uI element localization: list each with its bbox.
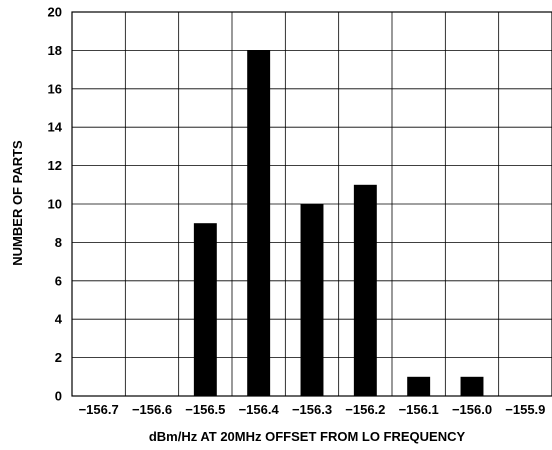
y-tick-label: 4 xyxy=(55,312,63,327)
y-tick-labels: 0 2 4 6 8 10 12 14 16 18 20 xyxy=(48,5,63,404)
bar xyxy=(353,184,377,396)
bar xyxy=(407,376,431,396)
x-tick-label: −156.4 xyxy=(239,402,280,417)
x-axis-title: dBm/Hz AT 20MHz OFFSET FROM LO FREQUENCY xyxy=(149,429,466,444)
x-tick-label: −156.3 xyxy=(292,402,332,417)
y-tick-label: 18 xyxy=(48,43,62,58)
y-axis-title: NUMBER OF PARTS xyxy=(10,140,25,266)
y-tick-label: 14 xyxy=(48,120,63,135)
y-tick-label: 2 xyxy=(55,350,62,365)
y-tick-label: 8 xyxy=(55,235,62,250)
y-tick-label: 20 xyxy=(48,5,62,20)
x-tick-label: −155.9 xyxy=(505,402,545,417)
bars xyxy=(193,50,484,397)
y-tick-label: 16 xyxy=(48,81,62,96)
x-tick-label: −156.1 xyxy=(399,402,439,417)
y-tick-label: 12 xyxy=(48,158,62,173)
x-tick-label: −156.0 xyxy=(452,402,492,417)
bar xyxy=(247,50,271,397)
x-tick-label: −156.6 xyxy=(132,402,172,417)
x-tick-label: −156.5 xyxy=(185,402,225,417)
plot-frame xyxy=(71,11,552,397)
bar xyxy=(193,223,217,396)
y-tick-label: 0 xyxy=(55,389,62,404)
bar xyxy=(460,376,484,396)
y-tick-label: 10 xyxy=(48,197,62,212)
x-tick-labels: −156.7 −156.6 −156.5 −156.4 −156.3 −156.2 −156… xyxy=(79,402,546,417)
x-tick-label: −156.2 xyxy=(345,402,385,417)
bar xyxy=(300,204,324,396)
y-tick-label: 6 xyxy=(55,273,62,288)
x-tick-label: −156.7 xyxy=(79,402,119,417)
